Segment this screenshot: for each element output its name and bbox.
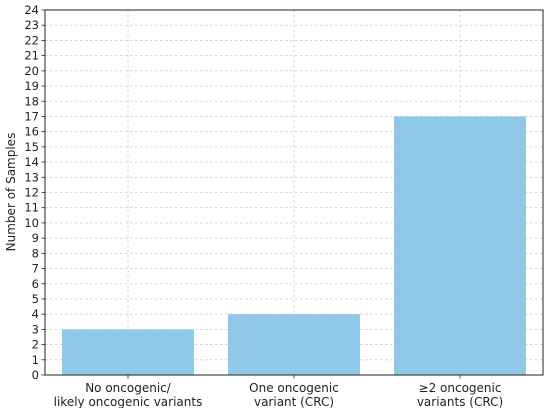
y-tick-label: 18 [24,94,39,108]
y-tick-label: 2 [32,338,39,352]
y-tick-label: 16 [24,125,39,139]
y-tick-label: 9 [32,231,39,245]
y-axis-title: Number of Samples [4,133,18,252]
bar [394,116,526,375]
bar-layer [62,116,526,375]
y-tick-label: 4 [32,307,39,321]
y-tick-label: 6 [32,277,39,291]
y-tick-label: 15 [24,140,39,154]
bar [62,329,194,375]
y-tick-label: 21 [24,49,39,63]
axis-layer: 0123456789101112131415161718192021222324… [24,3,544,409]
y-tick-label: 8 [32,246,39,260]
x-tick-label: No oncogenic/likely oncogenic variants [54,381,203,408]
y-tick-label: 14 [24,155,39,169]
y-tick-label: 0 [32,368,39,382]
y-tick-label: 7 [32,262,39,276]
y-tick-label: 20 [24,64,39,78]
y-tick-label: 13 [24,170,39,184]
x-tick-label: ≥2 oncogenic variants (CRC) [417,381,503,408]
y-tick-label: 1 [32,353,39,367]
bar [228,314,360,375]
y-tick-label: 22 [24,33,39,47]
y-tick-label: 23 [24,18,39,32]
y-tick-label: 19 [24,79,39,93]
y-tick-label: 11 [24,201,39,215]
y-tick-label: 3 [32,322,39,336]
y-tick-label: 10 [24,216,39,230]
y-tick-label: 24 [24,3,39,17]
y-tick-label: 5 [32,292,39,306]
y-tick-label: 17 [24,109,39,123]
y-tick-label: 12 [24,186,39,200]
x-tick-label: One oncogenic variant (CRC) [249,381,339,408]
